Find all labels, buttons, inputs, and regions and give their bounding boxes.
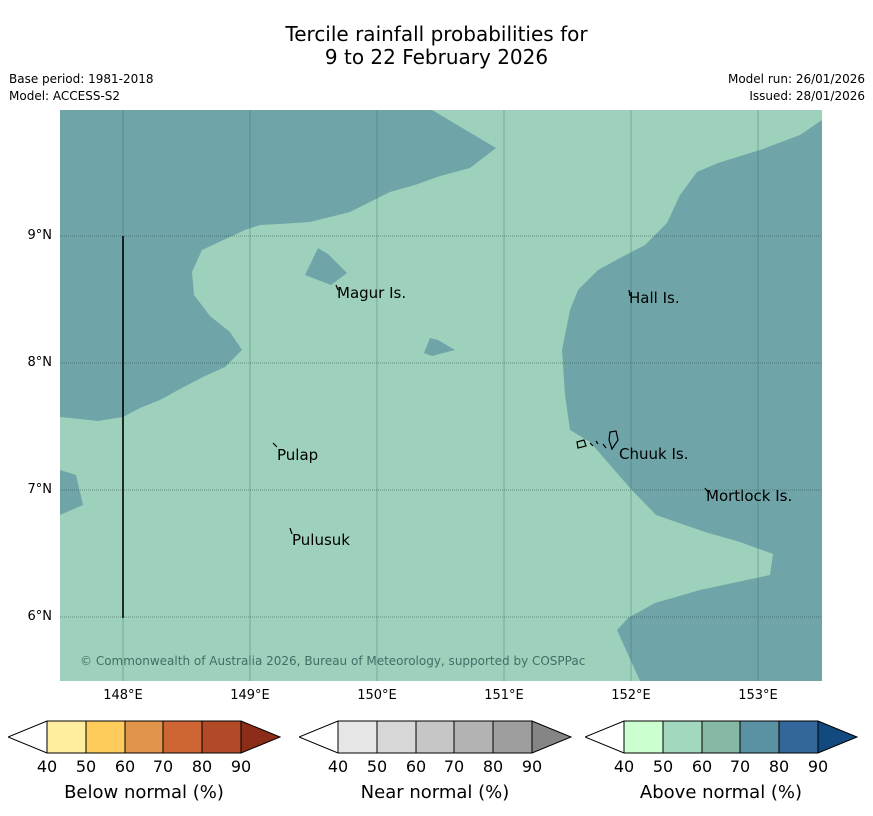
cb-above-tick-60: 60 <box>691 757 713 776</box>
colorbar-below-swatch-70-80 <box>163 721 202 753</box>
cb-below-tick-90: 90 <box>230 757 252 776</box>
base-period: Base period: 1981-2018 <box>9 72 154 86</box>
title-line-2: 9 to 22 February 2026 <box>324 45 549 69</box>
colorbar-above-label: Above normal (%) <box>639 782 803 803</box>
above-normal-region-east <box>562 120 822 681</box>
cb-below-tick-80: 80 <box>191 757 213 776</box>
pulap-outline <box>272 442 278 448</box>
cb-above-tick-70: 70 <box>729 757 751 776</box>
cb-below-tick-40: 40 <box>36 757 58 776</box>
colorbar-below-swatch-80-90 <box>202 721 241 753</box>
colorbar-above-swatch-80-90 <box>779 721 818 753</box>
colorbar-above-swatch-60-70 <box>702 721 740 753</box>
colorbar-near-label: Near normal (%) <box>360 782 510 803</box>
lon-label-150e: 150°E <box>357 688 397 703</box>
lat-label-7n: 7°N <box>27 482 53 497</box>
colorbar-below-swatch-40-50 <box>47 721 86 753</box>
hall-outline <box>628 289 631 297</box>
rainfall-map: Magur Is. Hall Is. Pulap Chuuk Is. Mortl… <box>60 110 822 681</box>
pulusuk-outline <box>289 527 293 535</box>
model-name: Model: ACCESS-S2 <box>9 89 121 103</box>
colorbar-below-swatch-50-60 <box>86 721 125 753</box>
colorbar-near-swatch-80-90 <box>493 721 532 753</box>
lon-label-149e: 149°E <box>230 688 270 703</box>
mortlock-outline <box>704 487 709 493</box>
above-normal-region-northwest <box>60 110 496 421</box>
graticule-lat <box>60 235 822 618</box>
above-normal-patch-magur <box>305 248 347 285</box>
cb-above-tick-80: 80 <box>768 757 790 776</box>
cb-above-tick-50: 50 <box>652 757 674 776</box>
lon-label-151e: 151°E <box>484 688 524 703</box>
colorbar-above-swatch-70-80 <box>740 721 779 753</box>
colorbar-above-swatch-40-50 <box>624 721 663 753</box>
copyright-text: © Commonwealth of Australia 2026, Bureau… <box>80 654 585 668</box>
lon-label-148e: 148°E <box>103 688 143 703</box>
colorbar-below-swatch-60-70 <box>125 721 163 753</box>
island-label-magur: Magur Is. <box>337 284 406 302</box>
lon-label-152e: 152°E <box>611 688 651 703</box>
cb-near-tick-80: 80 <box>482 757 504 776</box>
magur-outline <box>335 284 339 291</box>
cb-near-tick-40: 40 <box>327 757 349 776</box>
model-run: Model run: 26/01/2026 <box>727 72 865 86</box>
colorbar-above <box>585 720 859 754</box>
colorbar-near-swatch-40-50 <box>338 721 377 753</box>
island-outlines <box>272 284 709 535</box>
island-label-hall: Hall Is. <box>629 289 680 307</box>
colorbar-near-swatch-under <box>299 721 338 753</box>
cb-above-tick-40: 40 <box>613 757 635 776</box>
cb-below-tick-60: 60 <box>114 757 136 776</box>
colorbar-below-swatch-under <box>8 721 47 753</box>
island-label-mortlock: Mortlock Is. <box>706 487 792 505</box>
cb-above-tick-90: 90 <box>807 757 829 776</box>
colorbar-below <box>8 720 282 754</box>
chuuk-outline <box>576 430 619 451</box>
colorbar-near-swatch-70-80 <box>454 721 493 753</box>
cb-below-tick-50: 50 <box>75 757 97 776</box>
island-label-pulap: Pulap <box>277 446 318 464</box>
lat-label-9n: 9°N <box>27 228 53 243</box>
above-normal-patch-west <box>60 470 83 515</box>
lat-label-8n: 8°N <box>27 355 53 370</box>
island-label-pulusuk: Pulusuk <box>292 531 350 549</box>
colorbar-near <box>299 720 573 754</box>
cb-near-tick-50: 50 <box>366 757 388 776</box>
cb-near-tick-60: 60 <box>405 757 427 776</box>
colorbar-above-swatch-50-60 <box>663 721 702 753</box>
lat-label-6n: 6°N <box>27 609 53 624</box>
cb-below-tick-70: 70 <box>152 757 174 776</box>
issued-date: Issued: 28/01/2026 <box>749 89 865 103</box>
colorbar-below-swatch-over <box>241 721 280 753</box>
cb-near-tick-90: 90 <box>521 757 543 776</box>
island-label-chuuk: Chuuk Is. <box>619 445 688 463</box>
colorbar-near-swatch-60-70 <box>416 721 454 753</box>
colorbar-above-swatch-over <box>818 721 857 753</box>
title-line-1: Tercile rainfall probabilities for <box>285 22 588 46</box>
colorbar-below-label: Below normal (%) <box>64 782 224 803</box>
colorbar-near-swatch-over <box>532 721 571 753</box>
lon-label-153e: 153°E <box>738 688 778 703</box>
cb-near-tick-70: 70 <box>443 757 465 776</box>
above-normal-patch-small <box>424 338 455 356</box>
colorbar-near-swatch-50-60 <box>377 721 416 753</box>
colorbar-above-swatch-under <box>585 721 624 753</box>
